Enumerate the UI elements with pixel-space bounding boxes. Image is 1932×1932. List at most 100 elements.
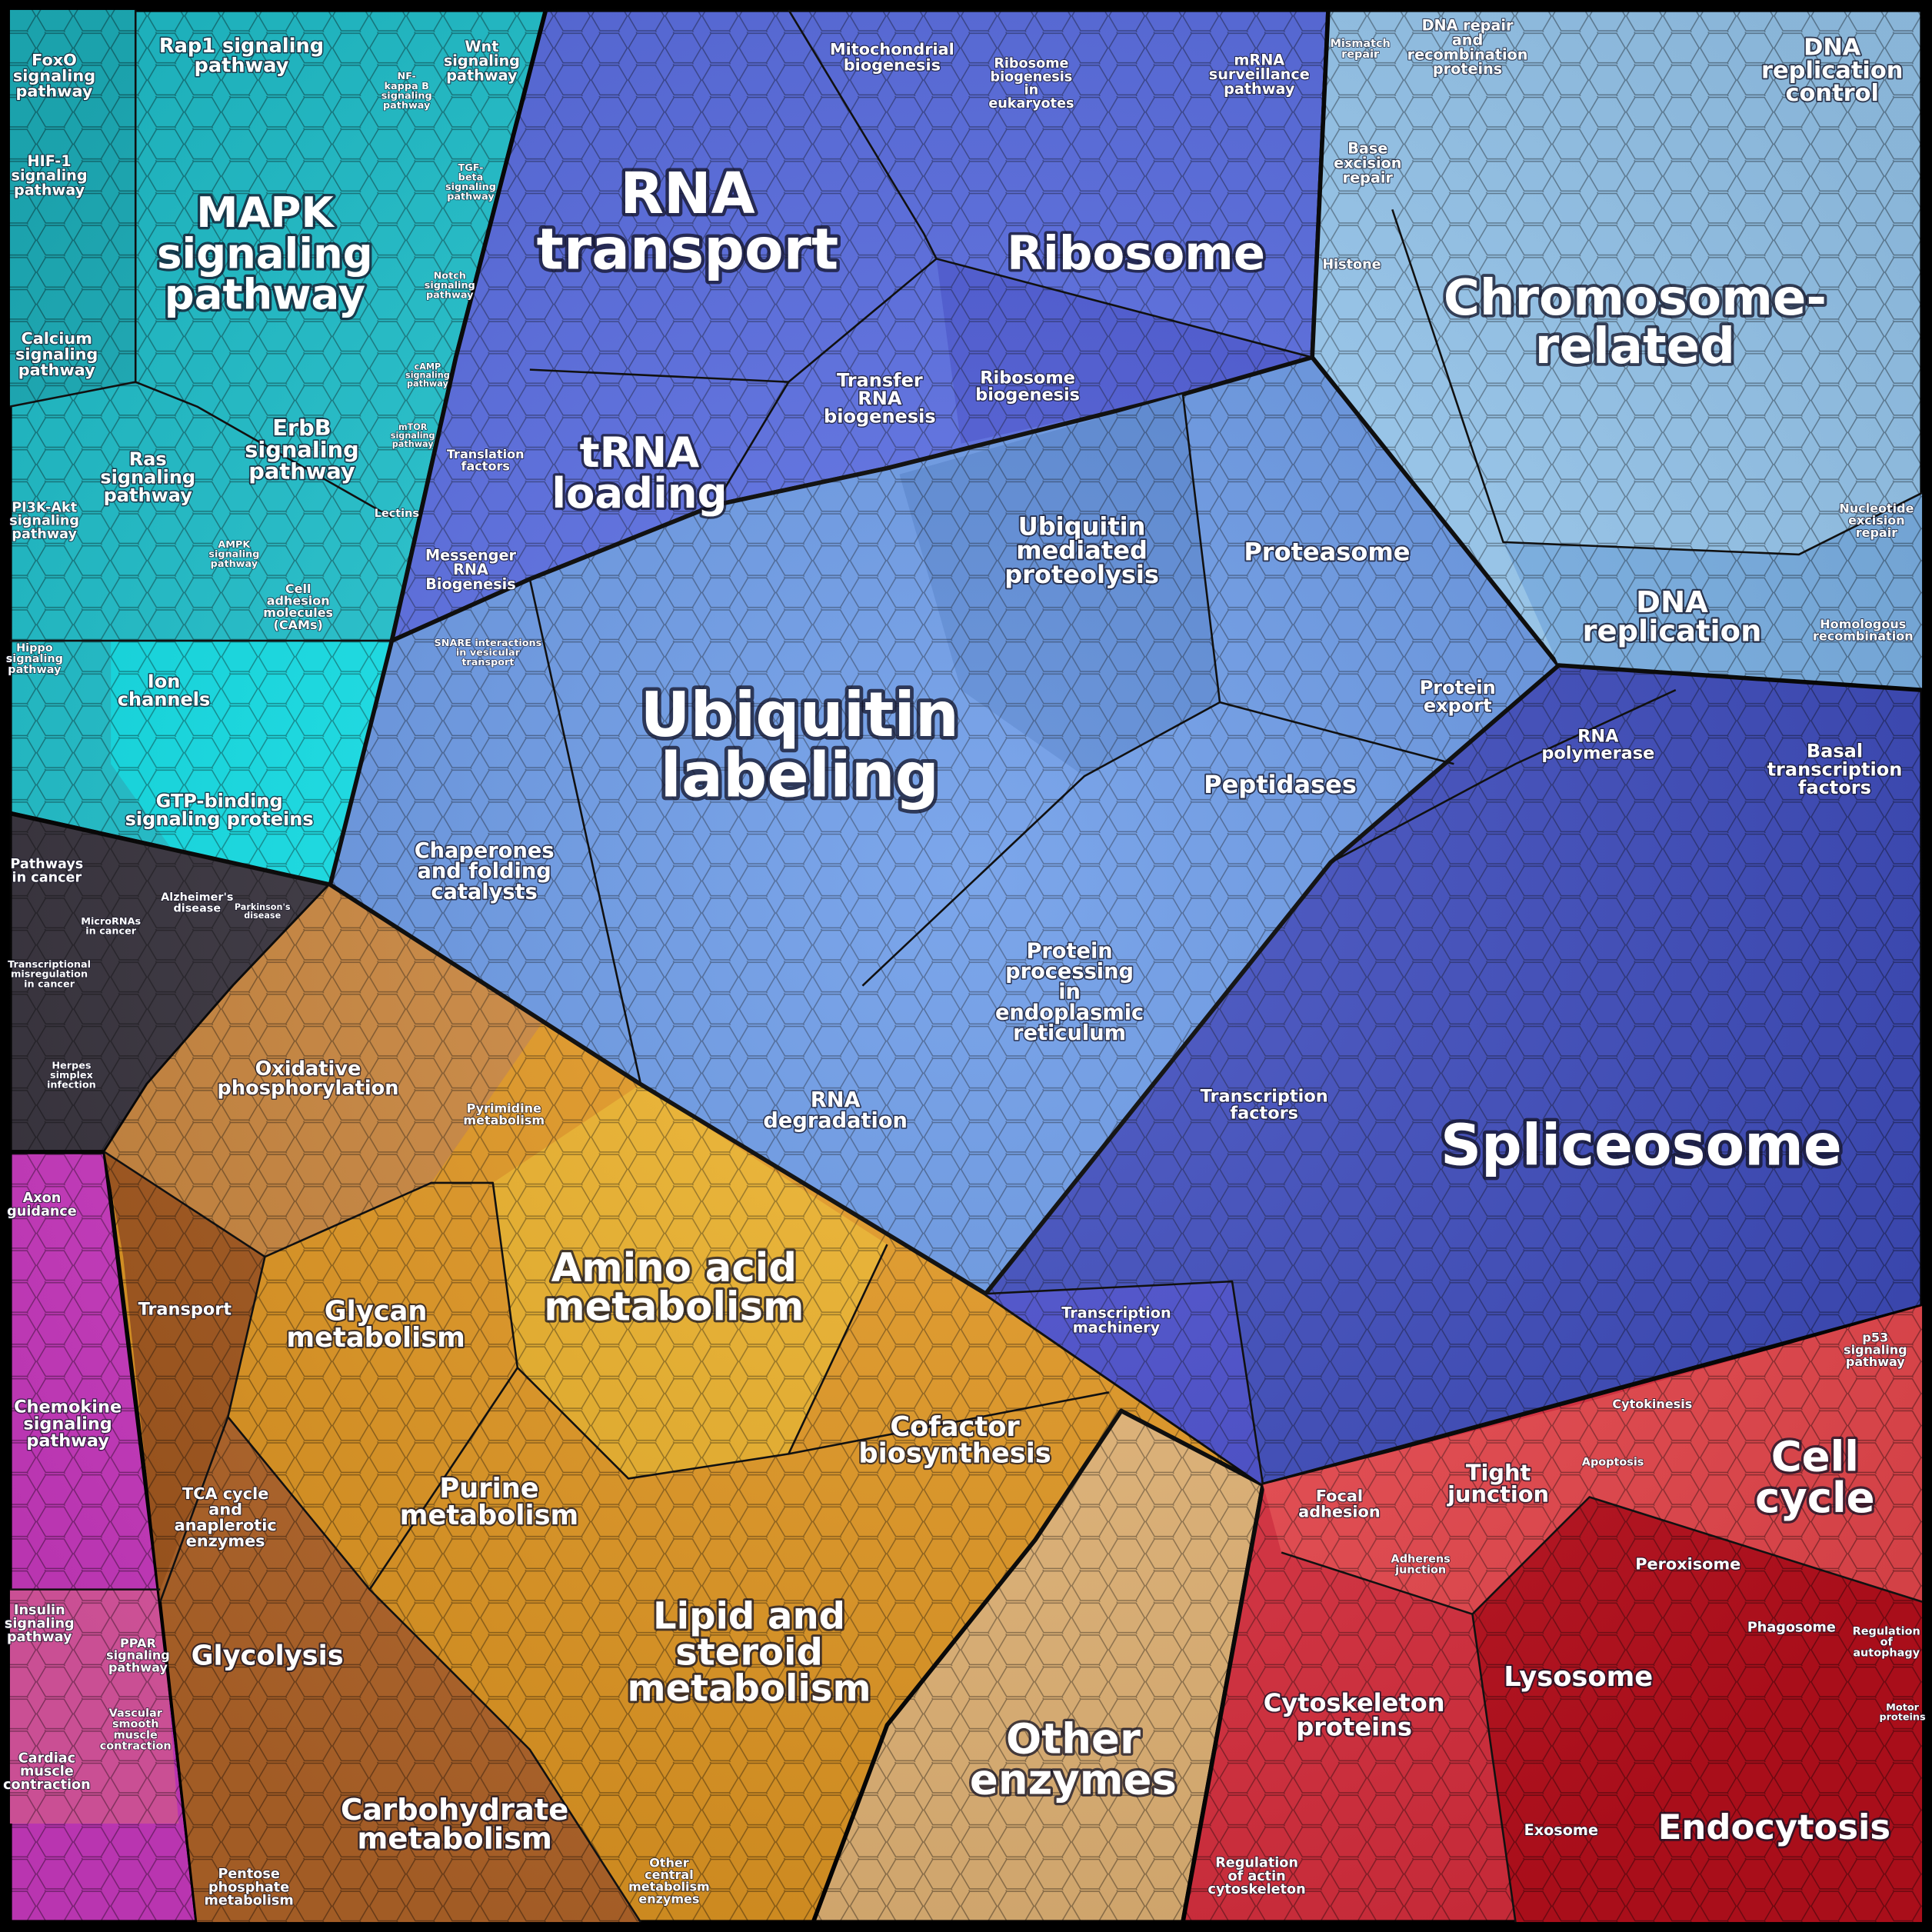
region-label: Glycolysis	[192, 1641, 344, 1672]
region-label: signaling	[12, 167, 88, 185]
region-label: Tight	[1466, 1459, 1531, 1485]
region-label: excision	[1848, 513, 1905, 528]
region-label: RNA	[811, 1088, 861, 1112]
region-label: muscle	[114, 1729, 158, 1741]
region-label: surveillance	[1209, 65, 1310, 83]
region-label: guidance	[7, 1204, 77, 1219]
region-label: Cofactor	[890, 1411, 1020, 1443]
region-label: contraction	[3, 1777, 91, 1793]
region-label: control	[1786, 80, 1879, 107]
region-label: Cardiac	[18, 1750, 75, 1766]
region-label: junction	[1447, 1481, 1549, 1507]
region-label: signaling proteins	[125, 808, 314, 830]
region-label: enzymes	[638, 1891, 699, 1906]
region-label: metabolism	[463, 1113, 545, 1128]
region-label: Regulation	[1215, 1856, 1298, 1871]
region-label: anaplerotic	[175, 1516, 277, 1534]
region-label: adhesion	[267, 593, 330, 608]
region-label: in	[1024, 83, 1039, 98]
region-label: in vesicular	[456, 648, 521, 659]
region-label: Base	[1347, 140, 1387, 158]
region-label: Pyrimidine	[467, 1101, 541, 1115]
region-label: Notch	[434, 271, 466, 282]
region-label: endoplasmic	[995, 1001, 1144, 1024]
border	[368, 1367, 518, 1591]
region-label: processing	[1005, 960, 1134, 984]
region-label: p53	[1862, 1331, 1888, 1345]
region-label: pathway	[392, 439, 434, 449]
region-label: signaling	[445, 182, 496, 193]
region-label: Peptidases	[1204, 770, 1357, 799]
region-label: proteins	[1433, 60, 1502, 78]
region-label: pathway	[104, 485, 193, 506]
region-label: Spliceosome	[1441, 1114, 1842, 1179]
region-label: and folding	[417, 860, 551, 884]
region-label: pathway	[8, 664, 62, 676]
region-label: signaling	[245, 436, 359, 462]
region-label: factors	[461, 459, 510, 474]
region-label: Homologous	[1820, 617, 1906, 631]
region-label: Protein	[1420, 677, 1496, 698]
region-label: PI3K-Akt	[12, 500, 77, 515]
border	[714, 9, 938, 506]
border	[104, 1151, 266, 1603]
region-label: Glycan	[325, 1296, 428, 1327]
region-label: and	[1452, 32, 1483, 49]
region-label: pathway	[426, 290, 474, 301]
region-label: Protein	[1026, 939, 1112, 963]
region-label: PPAR	[120, 1636, 156, 1651]
region-label: pathway	[248, 458, 355, 485]
region-label: FoxO	[32, 51, 77, 69]
region-label: Chaperones	[415, 839, 555, 863]
region-label: RNA	[453, 561, 488, 578]
region-label: Basal	[1807, 741, 1863, 762]
region-label: simplex	[50, 1070, 94, 1081]
region-label: DNA repair	[1422, 17, 1514, 35]
region-label: signaling	[106, 1648, 170, 1663]
region-label: transport	[461, 657, 514, 668]
region-label: signaling	[1844, 1342, 1907, 1357]
region-label: Transport	[138, 1299, 232, 1319]
region-label: beta	[458, 172, 484, 183]
region-label: biogenesis	[824, 406, 936, 428]
region-label: Lysosome	[1504, 1661, 1653, 1693]
region-label: signaling	[5, 1616, 75, 1631]
region-label: of actin	[1227, 1869, 1285, 1884]
region-label: eukaryotes	[988, 96, 1074, 112]
region-label: mTOR	[398, 422, 428, 432]
region-label: Translation	[447, 447, 525, 461]
region-label: in cancer	[24, 978, 75, 990]
region-label: enzymes	[970, 1755, 1177, 1804]
border	[227, 1416, 642, 1923]
region-label: misregulation	[11, 969, 88, 981]
region-label: factors	[1230, 1104, 1298, 1124]
region-label: Cell	[1771, 1431, 1859, 1481]
region-label: reticulum	[1013, 1021, 1126, 1045]
region-label: pathway	[7, 1630, 72, 1645]
region-label: polymerase	[1541, 744, 1654, 764]
region-label: channels	[118, 689, 211, 711]
region-label: Proteasome	[1244, 537, 1410, 566]
sub-borders	[9, 9, 1923, 1923]
region-label: biosynthesis	[858, 1438, 1051, 1470]
region-label: Transfer	[837, 370, 923, 391]
region-label: transcription	[1767, 758, 1903, 780]
region-label: autophagy	[1853, 1647, 1920, 1660]
region-label: cAMP	[415, 362, 441, 372]
region-label: degradation	[763, 1109, 908, 1133]
region-label: Regulation	[1853, 1625, 1920, 1637]
region-label: RNA	[1577, 727, 1619, 747]
region-label: Alzheimer's	[161, 891, 233, 904]
region-label: kappa B	[385, 81, 429, 92]
region-label: metabolism	[205, 1894, 294, 1909]
region-label: pathway	[18, 361, 95, 379]
region-label: Focal	[1316, 1487, 1363, 1505]
region-label: MAPK	[196, 188, 335, 237]
region-label: pathway	[14, 181, 85, 198]
region-label: Exosome	[1524, 1821, 1598, 1839]
region-label: metabolism	[544, 1284, 804, 1330]
region-label: contraction	[100, 1740, 172, 1752]
region-label: adhesion	[1298, 1502, 1381, 1521]
border	[528, 578, 642, 1085]
